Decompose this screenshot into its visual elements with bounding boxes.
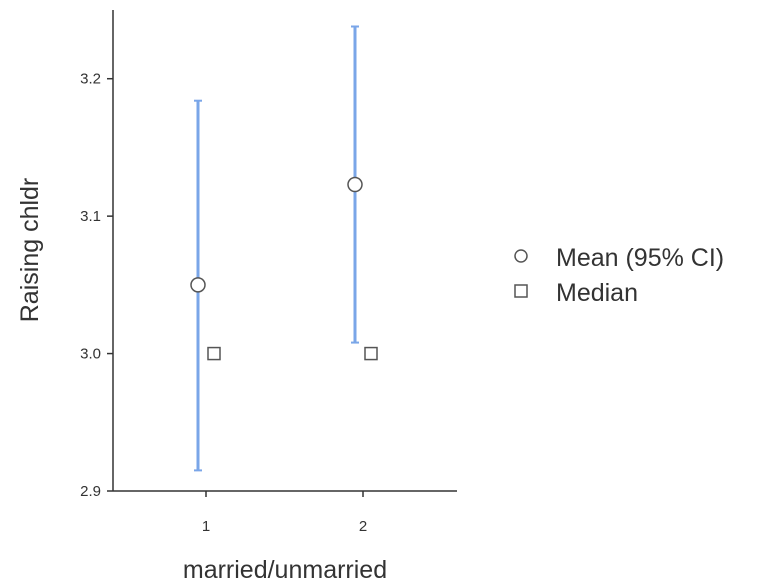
legend-median-label: Median [556,279,638,307]
x-tick-label: 1 [202,518,210,535]
axes [112,10,457,492]
median-point [364,346,378,361]
x-tick-label: 2 [359,518,367,535]
median-point [207,346,221,361]
y-ticks: 2.9 3.0 3.1 3.2 [80,71,113,500]
y-tick-label: 2.9 [80,483,101,500]
plot-marks [190,25,378,472]
x-axis-title: married/unmarried [183,556,387,583]
legend-mean-marker-icon [514,249,528,263]
y-tick-label: 3.2 [80,71,101,88]
legend-median-marker-icon [514,284,528,298]
mean-point [190,277,206,293]
mean-point [347,176,363,193]
y-tick-label: 3.0 [80,346,101,363]
legend-mean-label: Mean (95% CI) [556,244,724,272]
legend: Mean (95% CI) Median [514,244,724,307]
y-axis-title: Raising chldr [16,178,44,323]
y-tick-label: 3.1 [80,208,101,225]
